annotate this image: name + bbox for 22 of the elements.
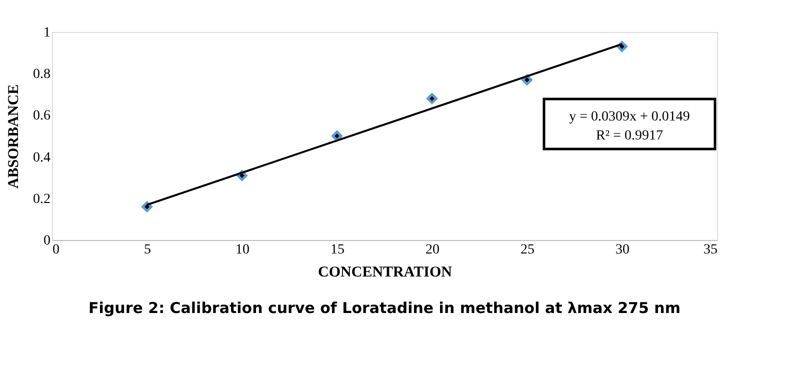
- x-tick-label: 20: [426, 242, 440, 258]
- y-tick-label: 0.4: [33, 150, 50, 166]
- x-tick-label: 5: [144, 242, 151, 258]
- text: Figure 2: Calibration curve of Loratadine in methanol at λmax 275 nm: [88, 299, 680, 317]
- point: [142, 201, 152, 212]
- point: [426, 93, 438, 104]
- x-tick-label: 10: [236, 242, 250, 258]
- x-tick-label: 30: [616, 242, 630, 258]
- annotation: y = 0.0309x + 0.0149: [569, 110, 690, 124]
- x-tick-label: 15: [330, 242, 344, 258]
- x-axis-title: CONCENTRATION: [318, 264, 452, 280]
- point: [332, 130, 342, 142]
- y-tick-label: 0.6: [33, 108, 50, 124]
- point: [616, 41, 628, 52]
- x-tick-label: 25: [520, 242, 534, 258]
- y-tick-label: 0.2: [33, 192, 50, 207]
- y-tick-label: 1: [44, 26, 50, 40]
- x-tick-label: 35: [704, 242, 718, 258]
- y-tick-label: 0.8: [33, 67, 50, 82]
- annotation: R² = 0.9917: [596, 128, 663, 144]
- point: [522, 74, 532, 86]
- y-axis-title: ABSORBANCE: [6, 84, 22, 189]
